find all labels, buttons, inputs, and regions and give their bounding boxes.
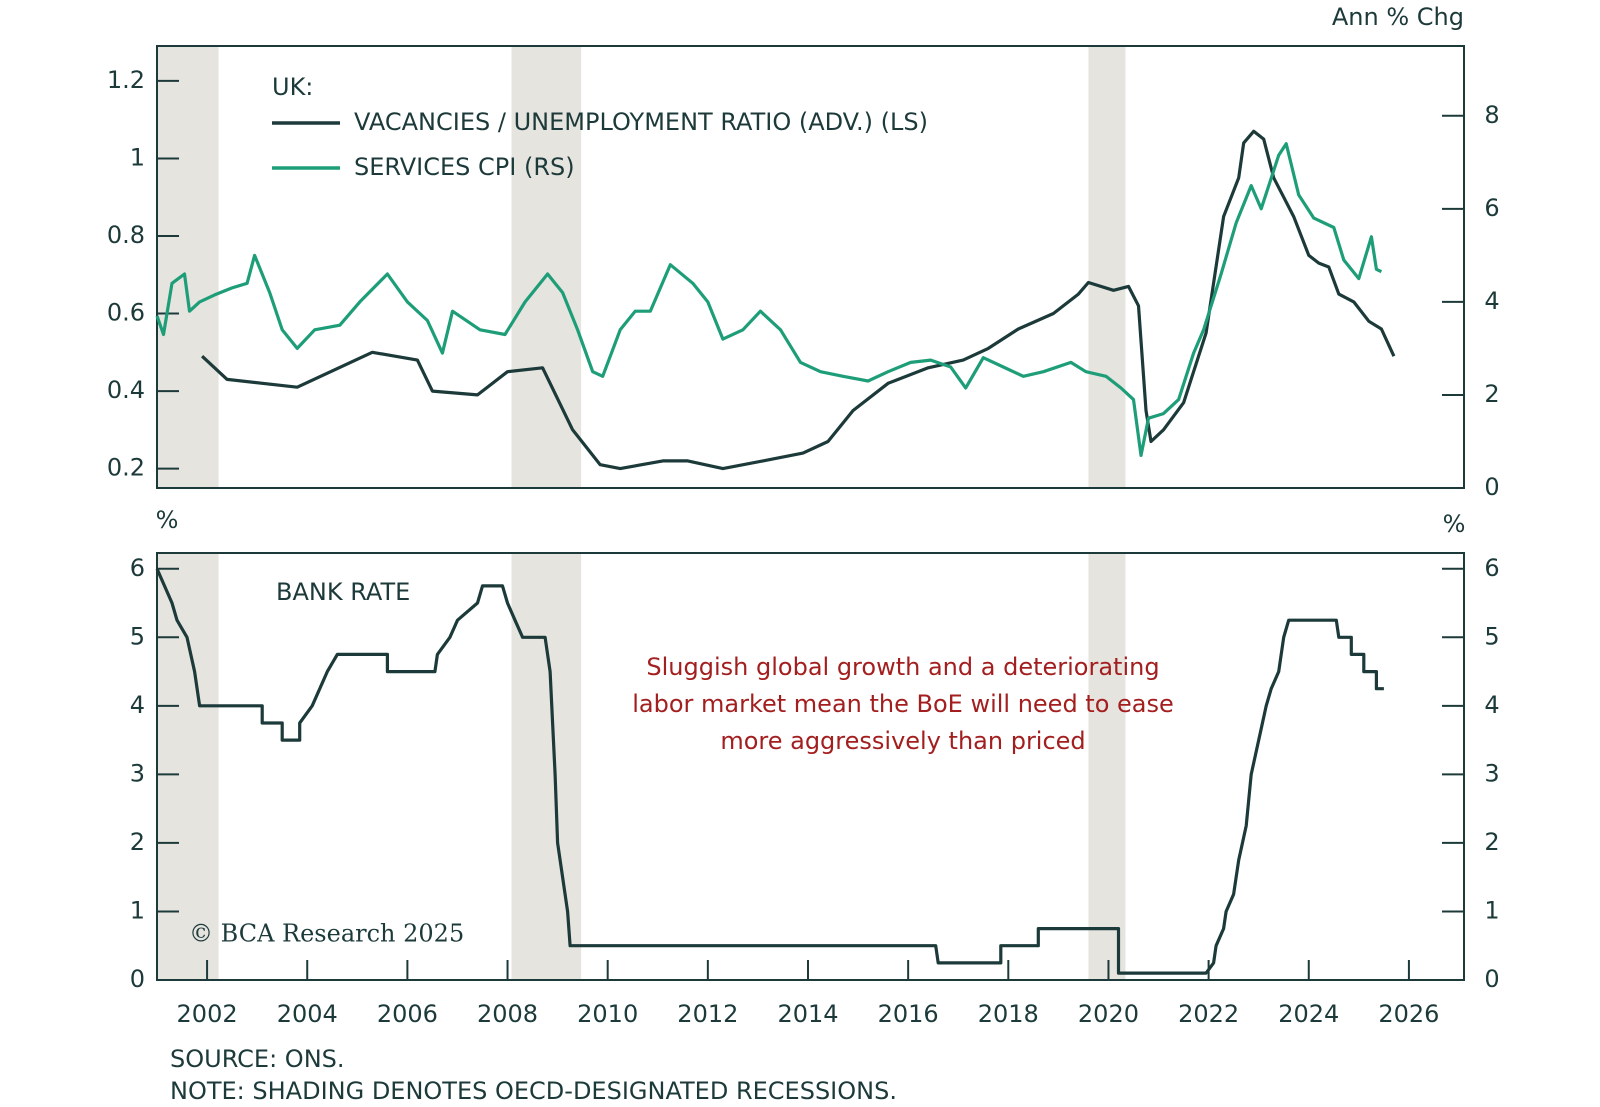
y2-tick-label: 6 [1484,194,1499,222]
series-line [155,568,1384,975]
annotation: Sluggish global growth and a deteriorati… [646,653,1159,681]
y-tick-label: 3 [130,759,145,787]
y-tick-label: 1 [130,143,145,171]
y-tick-label: 5 [130,622,145,650]
legend-label: VACANCIES / UNEMPLOYMENT RATIO (ADV.) (L… [354,108,928,136]
recession-shade [511,553,582,980]
x-tick-label: 2026 [1378,1000,1439,1028]
y-tick-label: 0.6 [107,299,145,327]
recession-shade [157,553,219,980]
y-unit: % [156,506,179,534]
x-tick-label: 2002 [177,1000,238,1028]
y2-tick-label: 4 [1484,287,1499,315]
y2-tick-label: 5 [1484,622,1499,650]
y-tick-label: 0.2 [107,454,145,482]
legend-label: SERVICES CPI (RS) [354,153,575,181]
legend-title: UK: [272,73,313,101]
series-label: BANK RATE [276,578,410,606]
x-tick-label: 2010 [577,1000,638,1028]
credit: © BCA Research 2025 [189,920,464,948]
y-tick-label: 0.4 [107,376,145,404]
annotation: labor market mean the BoE will need to e… [632,690,1174,718]
x-tick-label: 2006 [377,1000,438,1028]
y2-tick-label: 8 [1484,101,1499,129]
x-tick-label: 2016 [878,1000,939,1028]
note: NOTE: SHADING DENOTES OECD-DESIGNATED RE… [170,1077,897,1105]
y2-unit: Ann % Chg [1332,3,1464,31]
y2-tick-label: 2 [1484,828,1499,856]
x-tick-label: 2004 [277,1000,338,1028]
plot-frame [156,45,1465,489]
x-tick-label: 2024 [1278,1000,1339,1028]
recession-shade [1088,553,1126,980]
x-tick-label: 2020 [1078,1000,1139,1028]
y-tick-label: 0 [130,965,145,993]
source: SOURCE: ONS. [170,1045,345,1073]
y2-tick-label: 2 [1484,380,1499,408]
y2-tick-label: 0 [1484,473,1499,501]
y-tick-label: 1 [130,896,145,924]
y-tick-label: 2 [130,828,145,856]
annotation: more aggressively than priced [720,727,1085,755]
series-line [155,142,1383,457]
y2-tick-label: 1 [1484,896,1499,924]
x-tick-label: 2012 [677,1000,738,1028]
plot-frame [156,552,1465,981]
series-line [201,129,1396,471]
y2-tick-label: 6 [1484,554,1499,582]
x-tick-label: 2008 [477,1000,538,1028]
recession-shade [1088,46,1126,488]
y2-tick-label: 0 [1484,965,1499,993]
x-tick-label: 2014 [777,1000,838,1028]
y2-unit: % [1443,510,1466,538]
y2-tick-label: 4 [1484,691,1499,719]
y2-tick-label: 3 [1484,759,1499,787]
y-tick-label: 0.8 [107,221,145,249]
y-tick-label: 4 [130,691,145,719]
y-tick-label: 1.2 [107,66,145,94]
x-tick-label: 2018 [978,1000,1039,1028]
recession-shade [511,46,582,488]
x-tick-label: 2022 [1178,1000,1239,1028]
recession-shade [157,46,219,488]
y-tick-label: 6 [130,554,145,582]
